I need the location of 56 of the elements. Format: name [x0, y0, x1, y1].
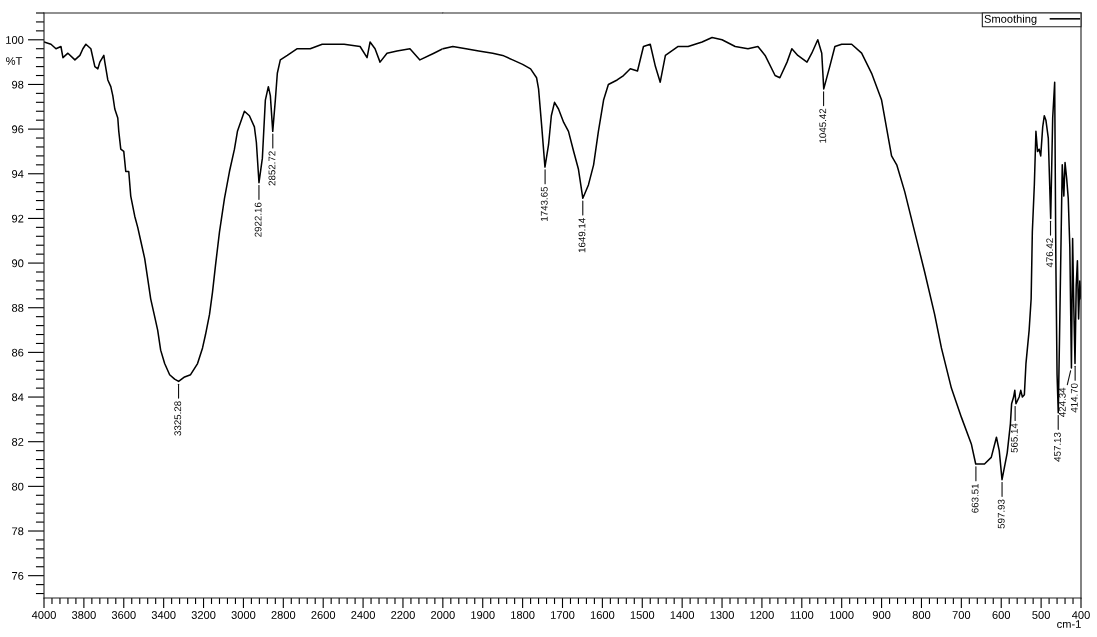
y-tick-label: 90: [12, 259, 24, 268]
x-tick-label: 500: [1032, 611, 1050, 619]
y-tick-label: 78: [12, 527, 24, 536]
x-tick-label: 1900: [471, 611, 495, 619]
annotation: 457.13: [1053, 432, 1061, 462]
x-tick-label: 2400: [351, 611, 375, 619]
annotation: 476.42: [1046, 238, 1054, 268]
x-tick-label: 700: [952, 611, 971, 619]
y-tick-label: 98: [12, 80, 24, 89]
y-tick-label: 82: [11, 437, 24, 446]
x-tick-label: 1100: [790, 611, 814, 619]
legend-label: Smoothing: [984, 14, 1037, 26]
x-tick-label: 3000: [231, 611, 256, 619]
y-tick-label: 94: [12, 170, 24, 178]
x-tick-label: 3600: [111, 611, 136, 619]
x-tick-label: 2000: [431, 611, 455, 619]
x-tick-label: 2200: [391, 611, 415, 619]
x-tick-label: 3200: [191, 611, 216, 619]
x-tick-label: 600: [992, 611, 1011, 619]
annotation: 2852.72: [268, 151, 276, 186]
annotation: 1743.65: [540, 186, 548, 221]
x-tick-label: 1800: [511, 611, 535, 619]
annotation: 424.34: [1058, 387, 1066, 417]
x-tick-label: 1200: [750, 611, 774, 619]
annotation: 565.14: [1010, 423, 1018, 453]
x-tick-label: 2800: [271, 611, 296, 619]
annotation: 663.51: [971, 483, 979, 513]
x-tick-label: 2600: [311, 611, 336, 619]
x-tick-label: 1600: [590, 611, 615, 619]
y-tick-label: 80: [11, 482, 24, 491]
y-axis-title: %T: [6, 57, 23, 65]
y-tick-label: 88: [11, 304, 24, 312]
x-tick-label: 800: [912, 611, 931, 619]
y-tick-label: 84: [11, 393, 24, 402]
annotation: 3325.28: [174, 401, 182, 436]
y-tick-label: 92: [12, 214, 24, 223]
y-tick-label: 100: [6, 36, 24, 44]
y-tick-label: 86: [11, 348, 24, 357]
x-tick-label: 4000: [31, 611, 56, 619]
x-tick-label: 3400: [151, 611, 176, 619]
x-tick-label: 400: [1071, 611, 1090, 619]
x-tick-label: 1000: [830, 611, 854, 619]
annotation: 2922.16: [254, 202, 262, 237]
x-axis-title: cm-1: [1057, 620, 1081, 628]
x-tick-label: 1400: [670, 611, 695, 619]
x-tick-label: 900: [872, 611, 891, 619]
y-tick-label: 96: [12, 125, 24, 134]
x-tick-label: 1300: [710, 611, 734, 619]
annotation: 414.70: [1070, 383, 1078, 413]
annotation: 597.93: [997, 499, 1005, 529]
y-tick-label: 76: [12, 571, 24, 580]
x-tick-label: 1500: [630, 611, 655, 619]
annotation: 1649.14: [578, 218, 586, 253]
x-tick-label: 3800: [71, 611, 96, 619]
annotation: 1045.42: [819, 108, 827, 143]
x-tick-label: 1700: [550, 611, 575, 619]
